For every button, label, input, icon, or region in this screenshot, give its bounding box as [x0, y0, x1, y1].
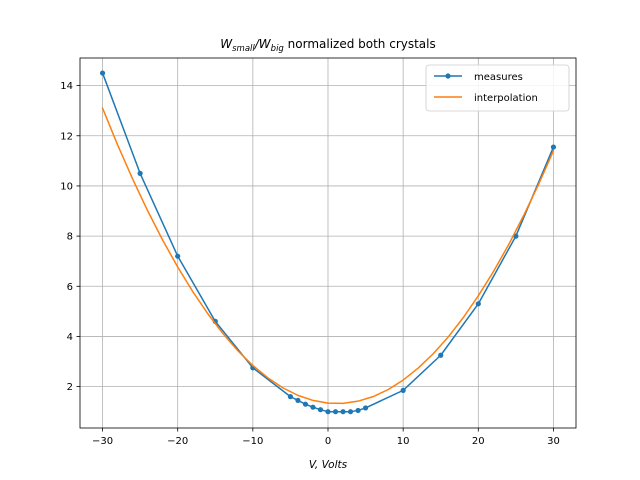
legend-interpolation-label: interpolation — [474, 93, 538, 104]
legend-measures-label: measures — [474, 72, 523, 83]
data-point-measures — [137, 170, 143, 176]
x-tick-label: 0 — [325, 436, 331, 447]
title-slash: / — [254, 37, 261, 51]
title-sub-big: big — [271, 44, 285, 54]
title-rest: normalized both crystals — [284, 37, 436, 51]
data-point-measures — [438, 352, 444, 358]
data-point-measures — [99, 70, 106, 76]
data-point-measures — [295, 397, 301, 404]
data-point-measures — [310, 404, 316, 410]
x-tick-label: 10 — [397, 436, 410, 447]
data-point-measures — [400, 387, 406, 393]
data-point-measures — [550, 144, 557, 150]
x-tick-label: −20 — [167, 436, 188, 447]
title-sub-small: small — [232, 44, 255, 54]
data-point-measures — [317, 407, 324, 413]
x-axis-label: V, Volts — [309, 459, 348, 471]
title-w-big: W — [259, 37, 272, 51]
data-point-measures — [175, 253, 181, 259]
data-point-measures — [347, 409, 354, 415]
data-point-measures — [355, 407, 361, 414]
title-w-small: W — [220, 37, 233, 51]
x-tick-label: 20 — [472, 436, 485, 447]
y-tick-label: 10 — [60, 181, 73, 192]
data-point-measures — [475, 301, 481, 307]
series-line-interpolation — [101, 107, 555, 405]
y-tick-label: 6 — [67, 282, 73, 293]
data-point-measures — [332, 409, 339, 415]
chart-title: Wsmall/Wbig normalized both crystals — [220, 37, 436, 54]
data-point-measures — [325, 409, 331, 415]
y-tick-label: 14 — [60, 81, 73, 92]
grid — [80, 58, 576, 428]
data-point-measures — [287, 394, 294, 400]
x-tick-label: −30 — [92, 436, 113, 447]
y-tick-label: 2 — [67, 382, 73, 393]
series-layer — [99, 70, 557, 415]
data-point-measures — [362, 405, 369, 411]
y-tick-label: 8 — [67, 232, 73, 243]
x-tick-label: 30 — [547, 436, 560, 447]
ticks: −30 −20 −10 0 10 20 30 2 4 6 8 10 12 14 — [60, 81, 560, 447]
y-tick-label: 4 — [67, 332, 73, 343]
data-point-measures — [340, 409, 346, 415]
y-tick-label: 12 — [60, 131, 73, 142]
legend: measures interpolation — [425, 64, 570, 112]
data-point-measures — [513, 233, 519, 239]
legend-measures-marker — [445, 73, 451, 79]
x-tick-label: −10 — [242, 436, 263, 447]
data-point-measures — [302, 401, 309, 407]
